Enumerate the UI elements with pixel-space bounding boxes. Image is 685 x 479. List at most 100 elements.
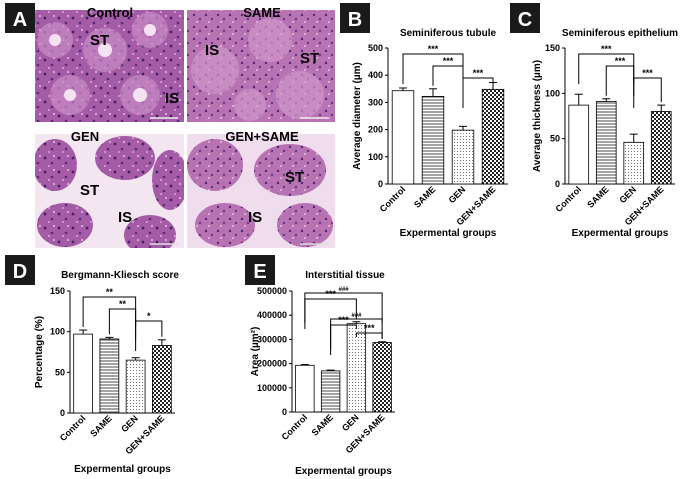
significance-label: *** — [642, 68, 653, 78]
y-tick-label: 50 — [550, 134, 560, 144]
y-axis-label: Average diameter (µm) — [352, 62, 363, 170]
x-axis-label: Expermental groups — [400, 228, 497, 239]
bar-gen — [623, 141, 645, 185]
y-tick-label: 200 — [368, 125, 383, 135]
micrograph-gen-same — [187, 134, 335, 248]
x-axis-label: Expermental groups — [74, 464, 171, 475]
micrograph-title-gen-same: GEN+SAME — [225, 129, 299, 144]
x-tick-label: GEN — [617, 184, 638, 205]
y-tick-label: 100 — [368, 152, 383, 162]
significance-bracket — [432, 65, 464, 96]
significance-label: *** — [473, 68, 484, 78]
y-tick-label: 300 — [368, 97, 383, 107]
significance-bracket — [135, 320, 163, 351]
micrograph-title-same: SAME — [243, 5, 281, 20]
micrograph-label-st: ST — [80, 182, 99, 199]
x-tick-label: GEN — [447, 184, 468, 205]
micrograph-label-st: ST — [285, 169, 304, 186]
y-tick-label: 100000 — [257, 383, 287, 393]
y-axis-label: Area (µm²) — [250, 327, 261, 377]
significance-bracket — [462, 77, 494, 108]
chart-title: Bergmann-Kliesch score — [61, 270, 179, 281]
y-tick-label: 500 — [368, 43, 383, 53]
micrograph-control — [35, 10, 184, 122]
significance-label: *** — [601, 44, 612, 54]
panel-letter-box-d — [5, 255, 35, 285]
bar-gen-same — [650, 111, 672, 185]
bar-same — [595, 101, 617, 185]
bar-gen-same — [372, 342, 392, 413]
significance-label: *** — [364, 323, 375, 333]
bar-control — [73, 333, 93, 414]
significance-label: *** — [338, 315, 349, 325]
micrograph-label-is: IS — [205, 42, 219, 59]
chart-title: Seminiferous tubule — [400, 28, 497, 39]
panel-a: A Control ST IS SAME I — [5, 3, 335, 248]
significance-bracket — [605, 65, 635, 96]
bar-gen — [451, 129, 475, 185]
panel-letter-b: B — [348, 9, 362, 31]
x-tick-label: GEN — [119, 413, 140, 434]
significance-label: ** — [106, 287, 114, 297]
x-axis-label: Expermental groups — [295, 466, 392, 477]
panel-letter-c: C — [518, 9, 532, 31]
bar-gen-same — [152, 345, 172, 414]
y-axis-label: Average thickness (µm) — [532, 60, 543, 172]
y-tick-label: 200000 — [257, 359, 287, 369]
significance-label: *** — [615, 56, 626, 66]
panel-letter-box-b — [340, 3, 370, 33]
chart-title: Seminiferous epithelium — [562, 28, 678, 39]
micrograph-title-control: Control — [87, 5, 133, 20]
micrograph-label-is: IS — [118, 209, 132, 226]
y-tick-label: 0 — [555, 179, 560, 189]
x-tick-label: SAME — [88, 413, 113, 438]
bar-control — [391, 90, 415, 185]
significance-label: ### — [338, 287, 349, 293]
micrograph-label-is: IS — [248, 209, 262, 226]
y-tick-label: 0 — [282, 407, 287, 417]
y-tick-label: 150 — [50, 286, 65, 296]
significance-label: *** — [443, 56, 454, 66]
y-tick-label: 400 — [368, 70, 383, 80]
micrograph-label-st: ST — [300, 50, 319, 67]
micrograph-label-is: IS — [165, 90, 179, 107]
y-tick-label: 500000 — [257, 286, 287, 296]
x-tick-label: SAME — [310, 412, 335, 437]
micrograph-same — [187, 10, 335, 122]
significance-label: *** — [428, 44, 439, 54]
significance-bracket — [330, 318, 383, 349]
chart-interstitial-tissue: Interstitial tissue 0 100000 200000 300000 40… — [250, 270, 395, 477]
x-tick-label: SAME — [412, 184, 437, 209]
micrograph-title-gen: GEN — [71, 129, 99, 144]
x-tick-label: SAME — [585, 184, 610, 209]
panel-letter-e: E — [253, 261, 266, 283]
bar-same — [320, 370, 341, 413]
significance-label: ### — [351, 313, 362, 319]
bar-gen — [125, 359, 146, 414]
y-tick-label: 100 — [50, 327, 65, 337]
y-tick-label: 0 — [60, 408, 65, 418]
y-tick-label: 150 — [545, 43, 560, 53]
bar-control — [568, 104, 590, 185]
y-tick-label: 50 — [55, 367, 65, 377]
chart-title: Interstitial tissue — [305, 270, 385, 281]
y-tick-label: 400000 — [257, 310, 287, 320]
significance-bracket — [633, 77, 662, 108]
panel-letter-box-a — [5, 3, 35, 33]
significance-bracket — [108, 308, 137, 339]
bar-same — [99, 338, 120, 414]
y-tick-label: 300000 — [257, 334, 287, 344]
y-tick-label: 100 — [545, 88, 560, 98]
micrograph-gen — [35, 134, 184, 248]
bar-control — [295, 364, 315, 413]
y-tick-label: 0 — [378, 179, 383, 189]
significance-label: * — [147, 311, 151, 321]
significance-bracket — [304, 292, 383, 323]
bar-gen-same — [481, 88, 505, 185]
x-tick-label: GEN — [340, 412, 361, 433]
bar-same — [421, 96, 445, 185]
panel-letter-a: A — [13, 9, 27, 31]
chart-seminiferous-tubule: Seminiferous tubule 0 100 200 300 400 500 Avera… — [352, 28, 508, 239]
chart-bergmann-kliesch-score: Bergmann-Kliesch score 0 50 100 150 Percentag… — [34, 270, 179, 475]
